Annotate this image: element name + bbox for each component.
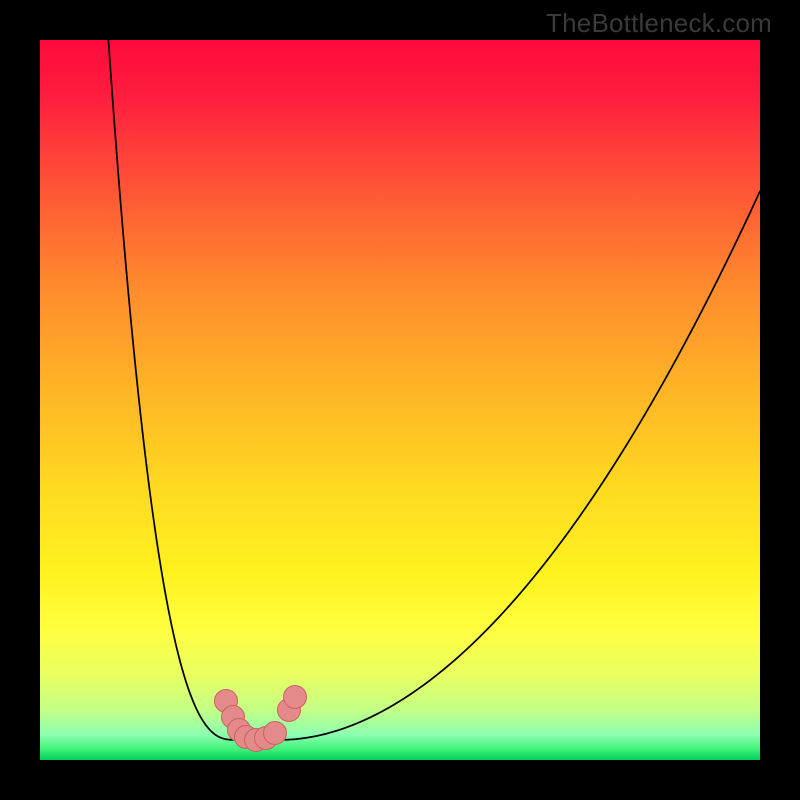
watermark-text: TheBottleneck.com — [546, 8, 772, 39]
curve-marker — [263, 721, 287, 745]
v-curve — [108, 40, 760, 740]
plot-area — [40, 40, 760, 760]
curve-layer — [40, 40, 760, 760]
curve-marker — [283, 685, 307, 709]
chart-stage: TheBottleneck.com — [0, 0, 800, 800]
